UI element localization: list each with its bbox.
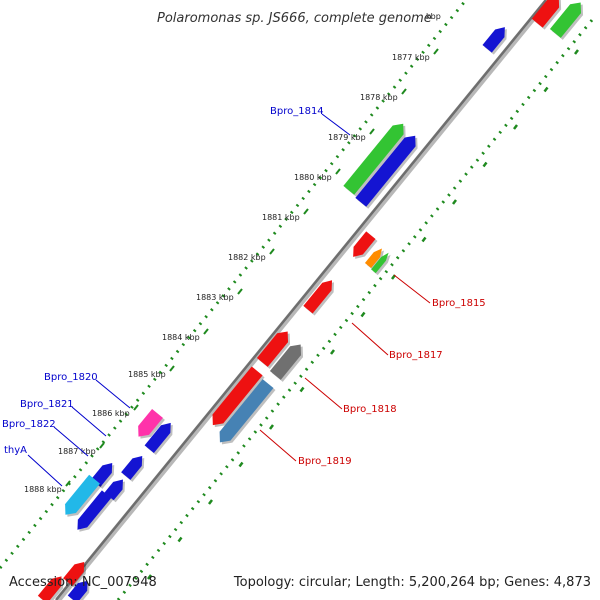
tick-mark: [169, 365, 175, 372]
label-bpro-1822-leader: [53, 426, 89, 457]
gene-arrow-bpro-1818[interactable]: [269, 344, 304, 382]
gene-labels: Bpro_1814 Bpro_1820 Bpro_1821 Bpro_1822 thyA…: [2, 106, 486, 487]
label-bpro-1819[interactable]: Bpro_1819: [298, 456, 352, 467]
gene-arrow-thya[interactable]: [65, 474, 102, 517]
inner-tick: [299, 386, 305, 393]
gene-arrow[interactable]: [77, 490, 114, 532]
gene-arrow-bpro-1822[interactable]: [104, 479, 125, 503]
tick-label: 1879 kbp: [328, 133, 366, 142]
tick-mark: [133, 404, 139, 411]
label-bpro-1814-leader: [321, 113, 351, 136]
label-bpro-1820-leader: [95, 379, 131, 409]
tick-marks: 1877 kbp 1878 kbp 1879 kbp 1880 kbp 1881 kbp…: [24, 12, 579, 580]
label-bpro-1820[interactable]: Bpro_1820: [44, 372, 98, 383]
label-bpro-1821[interactable]: Bpro_1821: [20, 399, 74, 410]
tick-mark: [369, 128, 375, 135]
gene-arrow-bpro-1819[interactable]: [219, 379, 276, 445]
gene-arrow[interactable]: [37, 576, 64, 600]
gene-arrow[interactable]: [355, 135, 418, 209]
tick-mark: [433, 48, 439, 55]
inner-tick: [238, 461, 244, 468]
tick-mark: [335, 168, 341, 175]
map-title: Polaromonas sp. JS666, complete genome: [157, 11, 432, 26]
gene-arrow[interactable]: [212, 366, 265, 428]
label-bpro-1819-leader: [259, 429, 297, 462]
inner-tick: [269, 424, 274, 430]
accession-text: Accession: NC_007948: [9, 575, 157, 590]
label-bpro-1817-leader: [351, 322, 389, 356]
label-thya[interactable]: thyA: [4, 445, 27, 456]
tick-label: 1886 kbp: [92, 409, 130, 418]
tick-mark: [237, 288, 243, 295]
label-bpro-1821-leader: [71, 406, 107, 437]
inner-tick: [452, 199, 457, 205]
gene-arrow[interactable]: [67, 580, 90, 600]
tick-label: 1881 kbp: [262, 213, 300, 222]
track-guide-minus-inner: [116, 19, 594, 600]
gene-arrow-bpro-1817[interactable]: [303, 280, 335, 316]
label-bpro-1818-leader: [304, 377, 343, 410]
label-bpro-1817[interactable]: Bpro_1817: [389, 350, 443, 361]
label-bpro-1822[interactable]: Bpro_1822: [2, 419, 56, 430]
tick-mark: [99, 442, 105, 449]
tick-label: 1880 kbp: [294, 173, 332, 182]
label-thya-leader: [27, 454, 63, 487]
genome-backbone: [55, 0, 551, 600]
inner-tick: [543, 86, 549, 93]
inner-tick: [360, 311, 366, 318]
tick-label: 1884 kbp: [162, 333, 200, 342]
tick-label: 1878 kbp: [360, 93, 398, 102]
inner-tick: [574, 49, 579, 55]
inner-tick: [513, 124, 518, 130]
label-bpro-1818[interactable]: Bpro_1818: [343, 404, 397, 415]
tick-label: 1882 kbp: [228, 253, 266, 262]
tick-label: 1888 kbp: [24, 485, 62, 494]
track-guide-plus-outer: [0, 0, 468, 569]
inner-tick: [177, 536, 183, 543]
gene-arrow[interactable]: [256, 331, 291, 369]
gene-arrow[interactable]: [353, 231, 378, 259]
gene-arrow-bpro-1820[interactable]: [138, 408, 165, 439]
label-bpro-1815-leader: [393, 274, 431, 304]
tick-label: 1885 kbp: [128, 370, 166, 379]
gene-features: [37, 0, 584, 600]
inner-tick: [147, 574, 152, 580]
gene-arrow[interactable]: [144, 422, 173, 455]
tick-label: 1887 kbp: [58, 447, 96, 456]
gene-arrow[interactable]: [371, 252, 391, 276]
inner-tick: [208, 499, 213, 505]
inner-tick: [330, 349, 335, 355]
tick-mark: [401, 88, 407, 95]
genome-summary-text: Topology: circular; Length: 5,200,264 bp…: [233, 575, 591, 590]
gene-arrow[interactable]: [63, 561, 87, 588]
gene-arrow-bpro-1815[interactable]: [364, 248, 384, 271]
label-bpro-1814[interactable]: Bpro_1814: [270, 106, 324, 117]
tick-mark: [303, 208, 309, 215]
gene-arrow[interactable]: [482, 27, 507, 55]
tick-mark: [203, 328, 209, 335]
label-bpro-1815[interactable]: Bpro_1815: [432, 298, 486, 309]
inner-tick: [421, 236, 427, 243]
tick-label: 1883 kbp: [196, 293, 234, 302]
gene-arrow[interactable]: [549, 2, 584, 40]
gene-arrow-bpro-1814[interactable]: [343, 123, 406, 197]
gene-arrow[interactable]: [121, 455, 145, 482]
tick-label: 1877 kbp: [392, 53, 430, 62]
tick-mark: [65, 480, 71, 487]
tick-label-partial: kbp: [426, 12, 441, 21]
tick-mark: [269, 248, 275, 255]
inner-tick: [482, 161, 488, 168]
gene-arrow[interactable]: [531, 0, 562, 30]
